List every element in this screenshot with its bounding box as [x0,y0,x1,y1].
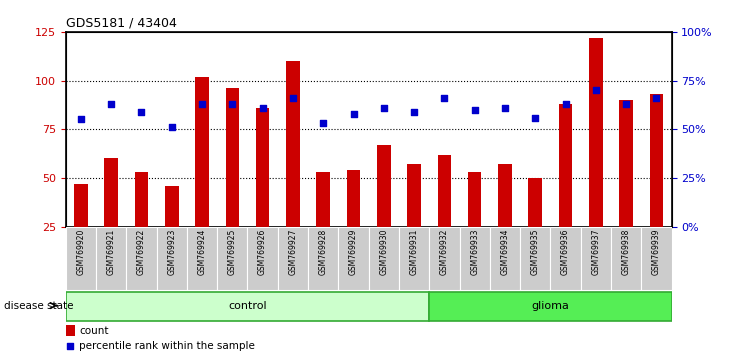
Text: GSM769928: GSM769928 [319,228,328,275]
Bar [339,227,369,290]
Bar [286,61,300,275]
Bar [550,227,581,290]
Bar [581,227,611,290]
Text: GSM769935: GSM769935 [531,228,539,275]
Bar [66,227,96,290]
Text: GSM769923: GSM769923 [167,228,176,275]
Point [287,95,299,101]
Text: GSM769922: GSM769922 [137,228,146,275]
Text: control: control [228,301,266,310]
Text: GSM769931: GSM769931 [410,228,418,275]
Text: GSM769934: GSM769934 [501,228,510,275]
Bar [308,227,339,290]
Bar [437,154,451,275]
Bar [226,88,239,275]
Text: GSM769932: GSM769932 [440,228,449,275]
Bar [529,178,542,275]
Bar [165,185,179,275]
Bar [66,292,429,321]
Bar [558,104,572,275]
Text: GSM769939: GSM769939 [652,228,661,275]
Bar [134,172,148,275]
Bar [247,227,277,290]
Bar [611,227,641,290]
Text: disease state: disease state [4,301,73,311]
Bar [429,292,672,321]
Bar [74,184,88,275]
Text: GSM769937: GSM769937 [591,228,600,275]
Bar [218,227,247,290]
Bar [399,227,429,290]
Point [64,343,76,349]
Text: GSM769925: GSM769925 [228,228,237,275]
Bar [277,227,308,290]
Bar [460,227,490,290]
Text: GSM769920: GSM769920 [77,228,85,275]
Point [136,109,147,115]
Point [529,115,541,120]
Point [318,120,329,126]
Point [650,95,662,101]
Bar [255,108,269,275]
Text: GSM769933: GSM769933 [470,228,479,275]
Bar [347,170,361,275]
Bar [498,164,512,275]
Text: GSM769924: GSM769924 [198,228,207,275]
Text: GSM769938: GSM769938 [622,228,631,275]
Bar [520,227,550,290]
Bar [429,227,460,290]
Point [226,101,238,107]
Bar [126,227,156,290]
Text: GSM769936: GSM769936 [561,228,570,275]
Bar [157,227,187,290]
Point [620,101,632,107]
Bar [641,227,672,290]
Bar [407,164,421,275]
Point [166,125,177,130]
Bar [377,145,391,275]
Bar [96,227,126,290]
Point [499,105,511,110]
Point [196,101,208,107]
Text: GSM769929: GSM769929 [349,228,358,275]
Bar [187,227,218,290]
Point [378,105,390,110]
Text: GSM769926: GSM769926 [258,228,267,275]
Text: GSM769927: GSM769927 [288,228,297,275]
Point [560,101,572,107]
Bar [316,172,330,275]
Bar [369,227,399,290]
Text: glioma: glioma [531,301,569,310]
Point [257,105,269,110]
Bar [619,100,633,275]
Bar [589,38,603,275]
Text: count: count [79,326,109,336]
Point [105,101,117,107]
Text: GDS5181 / 43404: GDS5181 / 43404 [66,16,177,29]
Bar [104,159,118,275]
Text: GSM769921: GSM769921 [107,228,115,275]
Point [469,107,480,113]
Text: GSM769930: GSM769930 [380,228,388,275]
Point [75,117,87,122]
Point [590,87,602,93]
Bar [195,77,209,275]
Bar [490,227,520,290]
Point [439,95,450,101]
Point [347,111,359,116]
Text: percentile rank within the sample: percentile rank within the sample [79,341,255,351]
Bar [650,94,664,275]
Bar [468,172,482,275]
Bar [66,325,74,336]
Point [408,109,420,115]
